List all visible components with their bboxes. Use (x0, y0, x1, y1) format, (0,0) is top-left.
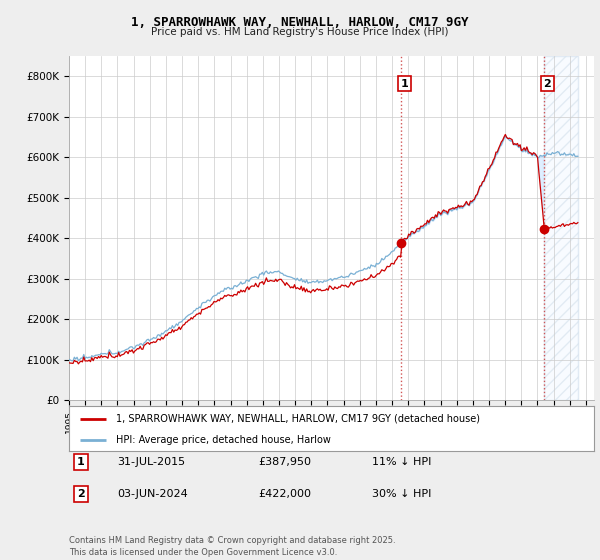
Text: 2: 2 (77, 489, 85, 499)
Text: £387,950: £387,950 (258, 457, 311, 467)
Text: HPI: Average price, detached house, Harlow: HPI: Average price, detached house, Harl… (116, 435, 331, 445)
Text: 2: 2 (544, 78, 551, 88)
Text: 1: 1 (401, 78, 409, 88)
Text: 1, SPARROWHAWK WAY, NEWHALL, HARLOW, CM17 9GY: 1, SPARROWHAWK WAY, NEWHALL, HARLOW, CM1… (131, 16, 469, 29)
Text: 31-JUL-2015: 31-JUL-2015 (117, 457, 185, 467)
Text: 11% ↓ HPI: 11% ↓ HPI (372, 457, 431, 467)
Text: 1, SPARROWHAWK WAY, NEWHALL, HARLOW, CM17 9GY (detached house): 1, SPARROWHAWK WAY, NEWHALL, HARLOW, CM1… (116, 413, 480, 423)
Text: Contains HM Land Registry data © Crown copyright and database right 2025.
This d: Contains HM Land Registry data © Crown c… (69, 536, 395, 557)
Text: 30% ↓ HPI: 30% ↓ HPI (372, 489, 431, 499)
Text: 03-JUN-2024: 03-JUN-2024 (117, 489, 188, 499)
Text: Price paid vs. HM Land Registry's House Price Index (HPI): Price paid vs. HM Land Registry's House … (151, 27, 449, 37)
Text: £422,000: £422,000 (258, 489, 311, 499)
Text: 1: 1 (77, 457, 85, 467)
